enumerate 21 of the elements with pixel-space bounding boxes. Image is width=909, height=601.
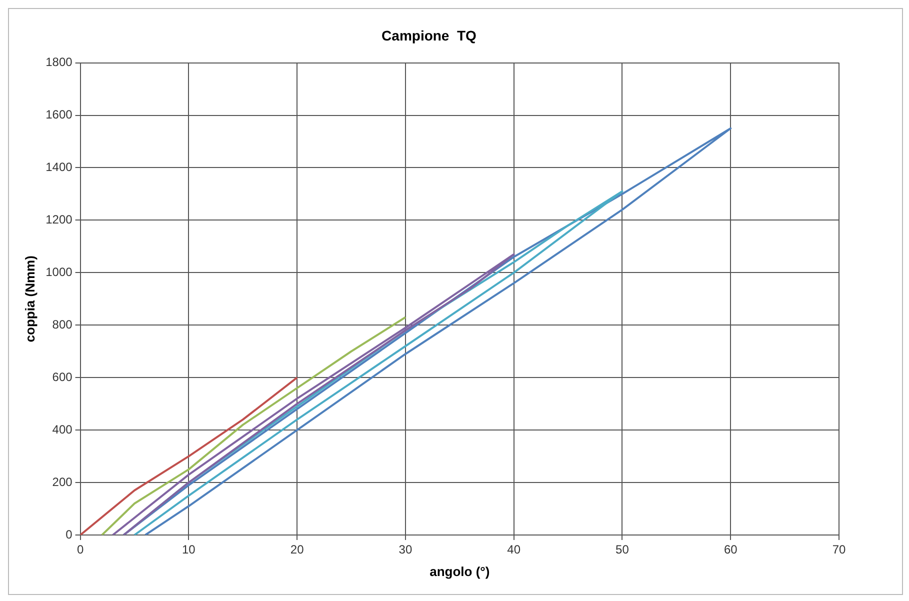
- y-tick-label: 1400: [46, 160, 73, 174]
- y-tick-label: 0: [66, 527, 73, 542]
- x-tick-label: 0: [76, 542, 84, 557]
- y-tick-label: 600: [52, 370, 73, 384]
- y-tick-label: 1200: [46, 212, 73, 227]
- x-tick-label: 10: [182, 542, 196, 557]
- y-tick-label: 1800: [46, 55, 73, 70]
- y-tick-label: 1600: [46, 108, 73, 122]
- y-axis-title: coppia (Nmm): [22, 256, 38, 342]
- x-tick-label: 30: [398, 542, 412, 557]
- x-axis-title: angolo (°): [430, 564, 490, 579]
- x-tick-label: 40: [507, 542, 521, 557]
- y-tick-label: 400: [52, 422, 73, 436]
- x-tick-label: 60: [724, 542, 738, 557]
- y-tick-label: 800: [52, 317, 73, 332]
- y-tick-label: 1000: [46, 264, 73, 279]
- x-tick-label: 50: [616, 542, 630, 557]
- chart-title: Campione TQ: [382, 27, 477, 44]
- x-tick-label: 20: [290, 542, 304, 557]
- y-tick-label: 200: [52, 474, 73, 489]
- x-tick-label: 70: [832, 542, 846, 557]
